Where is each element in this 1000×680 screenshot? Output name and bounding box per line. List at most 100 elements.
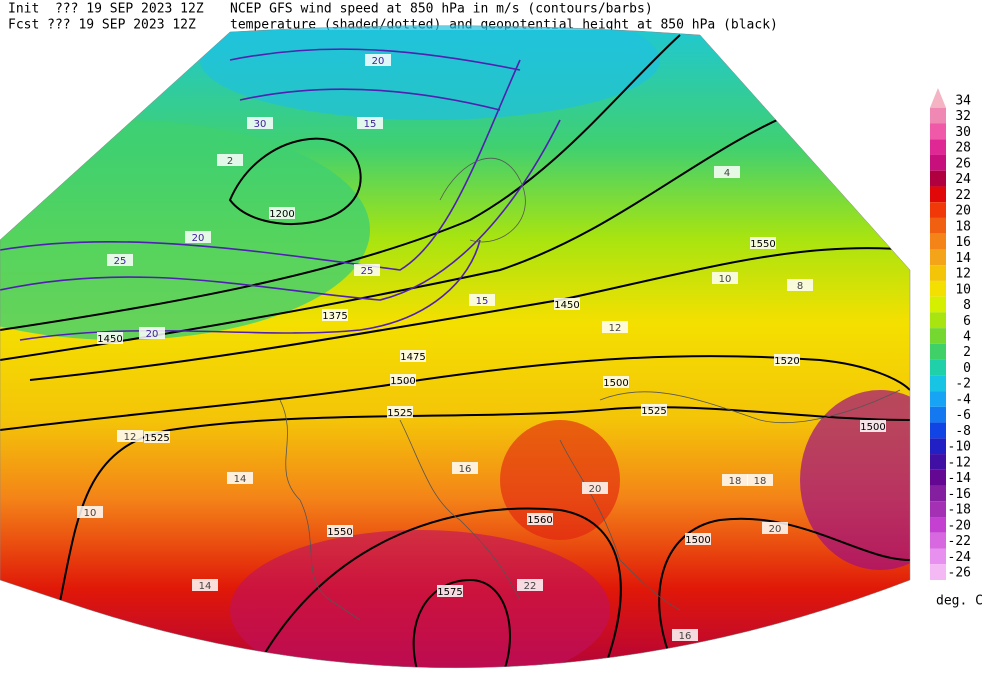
- temp-label: 14: [199, 581, 212, 592]
- colorbar-swatch: [930, 517, 946, 533]
- temp-label-box: [672, 629, 698, 641]
- colorbar-label: -4: [955, 392, 971, 407]
- colorbar-swatch: [930, 501, 946, 518]
- colorbar-swatch: [930, 391, 946, 407]
- temp-label-box: [582, 482, 608, 494]
- colorbar-swatch: [930, 469, 946, 486]
- temp-label: 10: [719, 274, 732, 285]
- height-label: 1375: [322, 311, 347, 322]
- height-label-box: [860, 420, 886, 432]
- wind-label-box: [139, 327, 165, 339]
- colorbar-swatch: [930, 170, 946, 187]
- colorbar-swatch: [930, 233, 946, 250]
- colorbar-swatch: [930, 280, 946, 297]
- height-label: 1500: [685, 535, 710, 546]
- colorbar-label: -22: [948, 534, 971, 549]
- height-label-box: [269, 207, 295, 219]
- temp-label: 16: [459, 464, 472, 475]
- height-label-box: [750, 237, 776, 249]
- temp-label-box: [192, 579, 218, 591]
- colorbar-label: 12: [955, 267, 971, 282]
- colorbar-label: 24: [955, 172, 971, 187]
- colorbar-swatch: [930, 359, 946, 376]
- colorbar-swatch: [930, 296, 946, 313]
- height-label-box: [144, 431, 170, 443]
- temp-label: 2: [227, 156, 233, 167]
- colorbar-label: 14: [955, 251, 971, 266]
- hot-region: [500, 420, 620, 540]
- height-label: 1500: [603, 378, 628, 389]
- colorbar-unit: deg. C: [936, 594, 983, 609]
- height-label: 1450: [554, 300, 579, 311]
- colorbar-swatch: [930, 532, 946, 549]
- height-label: 1560: [527, 515, 552, 526]
- colorbar-label: 18: [955, 219, 971, 234]
- height-label-box: [390, 374, 416, 386]
- colorbar-label: 32: [955, 109, 971, 124]
- colorbar-label: -26: [948, 566, 971, 581]
- colorbar-swatch: [930, 438, 946, 455]
- colorbar-label: 8: [963, 298, 971, 313]
- colorbar-label: 2: [963, 345, 971, 360]
- height-label-box: [641, 404, 667, 416]
- wind-label: 20: [192, 233, 205, 244]
- height-label: 1475: [400, 352, 425, 363]
- wind-label: 15: [364, 119, 377, 130]
- height-label-box: [527, 513, 553, 525]
- height-label: 1520: [774, 356, 799, 367]
- colorbar-label: 4: [963, 330, 971, 345]
- colorbar-swatch: [930, 154, 946, 171]
- height-label-box: [322, 309, 348, 321]
- colorbar-label: -6: [955, 408, 971, 423]
- colorbar-swatch: [930, 312, 946, 329]
- height-label: 1500: [390, 376, 415, 387]
- temp-label-box: [217, 154, 243, 166]
- colorbar-swatch: [930, 375, 946, 392]
- wind-label: 25: [114, 256, 127, 267]
- fcst-label: Fcst ??? 19 SEP 2023 12Z: [8, 18, 196, 33]
- colorbar-label: 10: [955, 282, 971, 297]
- temp-label-box: [712, 272, 738, 284]
- colorbar-label: -2: [955, 377, 971, 392]
- temp-label-box: [452, 462, 478, 474]
- wind-label: 15: [476, 296, 489, 307]
- init-label: Init ??? 19 SEP 2023 12Z: [8, 2, 204, 17]
- colorbar-label: -14: [948, 471, 972, 486]
- height-label-box: [554, 298, 580, 310]
- colorbar-swatch: [930, 406, 946, 423]
- temp-label: 12: [609, 323, 622, 334]
- colorbar-label: 6: [963, 314, 971, 329]
- colorbar-label: -12: [948, 455, 971, 470]
- temp-label: 18: [729, 476, 742, 487]
- wind-label: 20: [372, 56, 385, 67]
- height-label: 1525: [387, 408, 412, 419]
- coastlines: [279, 157, 901, 621]
- temp-label: 16: [679, 631, 692, 642]
- wind-label: 25: [361, 266, 374, 277]
- colorbar-label: 0: [963, 361, 971, 376]
- wind-label-box: [469, 294, 495, 306]
- height-label: 1200: [269, 209, 294, 220]
- height-label: 1550: [327, 527, 352, 538]
- colorbar-label: 16: [955, 235, 971, 250]
- wind-label: 30: [254, 119, 267, 130]
- colorbar-label: 28: [955, 141, 971, 156]
- height-label-box: [437, 585, 463, 597]
- temp-label-box: [517, 579, 543, 591]
- height-label-box: [387, 406, 413, 418]
- height-label: 1525: [144, 433, 169, 444]
- colorbar-label: 30: [955, 125, 971, 140]
- wind-label-box: [357, 117, 383, 129]
- height-label: 1450: [97, 334, 122, 345]
- temp-label: 22: [524, 581, 537, 592]
- temp-label-box: [722, 474, 748, 486]
- colorbar-swatch: [930, 343, 946, 360]
- wind-label-box: [247, 117, 273, 129]
- colorbar-swatch: [930, 454, 946, 470]
- temp-label: 4: [724, 168, 730, 179]
- colorbar-swatch: [930, 548, 946, 565]
- height-label: 1575: [437, 587, 462, 598]
- temp-label: 8: [797, 281, 803, 292]
- height-label-box: [774, 354, 800, 366]
- hot-region: [230, 530, 610, 668]
